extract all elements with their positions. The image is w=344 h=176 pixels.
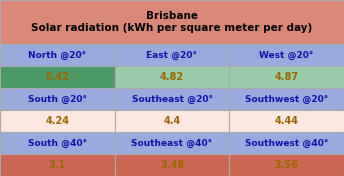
FancyBboxPatch shape bbox=[0, 66, 115, 88]
FancyBboxPatch shape bbox=[229, 44, 344, 66]
Text: Southeast @20°: Southeast @20° bbox=[131, 95, 213, 103]
FancyBboxPatch shape bbox=[0, 44, 115, 66]
FancyBboxPatch shape bbox=[0, 132, 115, 154]
FancyBboxPatch shape bbox=[115, 110, 229, 132]
Text: 4.87: 4.87 bbox=[275, 72, 299, 82]
FancyBboxPatch shape bbox=[115, 132, 229, 154]
Text: Southeast @40°: Southeast @40° bbox=[131, 139, 213, 147]
FancyBboxPatch shape bbox=[229, 110, 344, 132]
Text: 4.82: 4.82 bbox=[160, 72, 184, 82]
Text: 3.48: 3.48 bbox=[160, 160, 184, 170]
FancyBboxPatch shape bbox=[115, 44, 229, 66]
FancyBboxPatch shape bbox=[0, 110, 115, 132]
Text: West @20°: West @20° bbox=[259, 51, 314, 59]
Text: 4.4: 4.4 bbox=[163, 116, 181, 126]
FancyBboxPatch shape bbox=[229, 154, 344, 176]
FancyBboxPatch shape bbox=[0, 88, 115, 110]
Text: Brisbane
Solar radiation (kWh per square meter per day): Brisbane Solar radiation (kWh per square… bbox=[31, 11, 313, 33]
FancyBboxPatch shape bbox=[0, 0, 344, 44]
FancyBboxPatch shape bbox=[0, 154, 115, 176]
Text: 5.42: 5.42 bbox=[45, 72, 69, 82]
Text: 3.56: 3.56 bbox=[275, 160, 299, 170]
Text: East @20°: East @20° bbox=[147, 51, 197, 59]
FancyBboxPatch shape bbox=[229, 88, 344, 110]
FancyBboxPatch shape bbox=[115, 154, 229, 176]
Text: Southwest @40°: Southwest @40° bbox=[245, 139, 329, 147]
FancyBboxPatch shape bbox=[115, 66, 229, 88]
Text: 4.44: 4.44 bbox=[275, 116, 299, 126]
Text: North @20°: North @20° bbox=[28, 51, 86, 59]
Text: South @40°: South @40° bbox=[28, 139, 87, 147]
Text: South @20°: South @20° bbox=[28, 95, 87, 103]
FancyBboxPatch shape bbox=[229, 66, 344, 88]
Text: 3.1: 3.1 bbox=[49, 160, 66, 170]
Text: 4.24: 4.24 bbox=[45, 116, 69, 126]
Text: Southwest @20°: Southwest @20° bbox=[245, 95, 328, 103]
FancyBboxPatch shape bbox=[115, 88, 229, 110]
FancyBboxPatch shape bbox=[229, 132, 344, 154]
